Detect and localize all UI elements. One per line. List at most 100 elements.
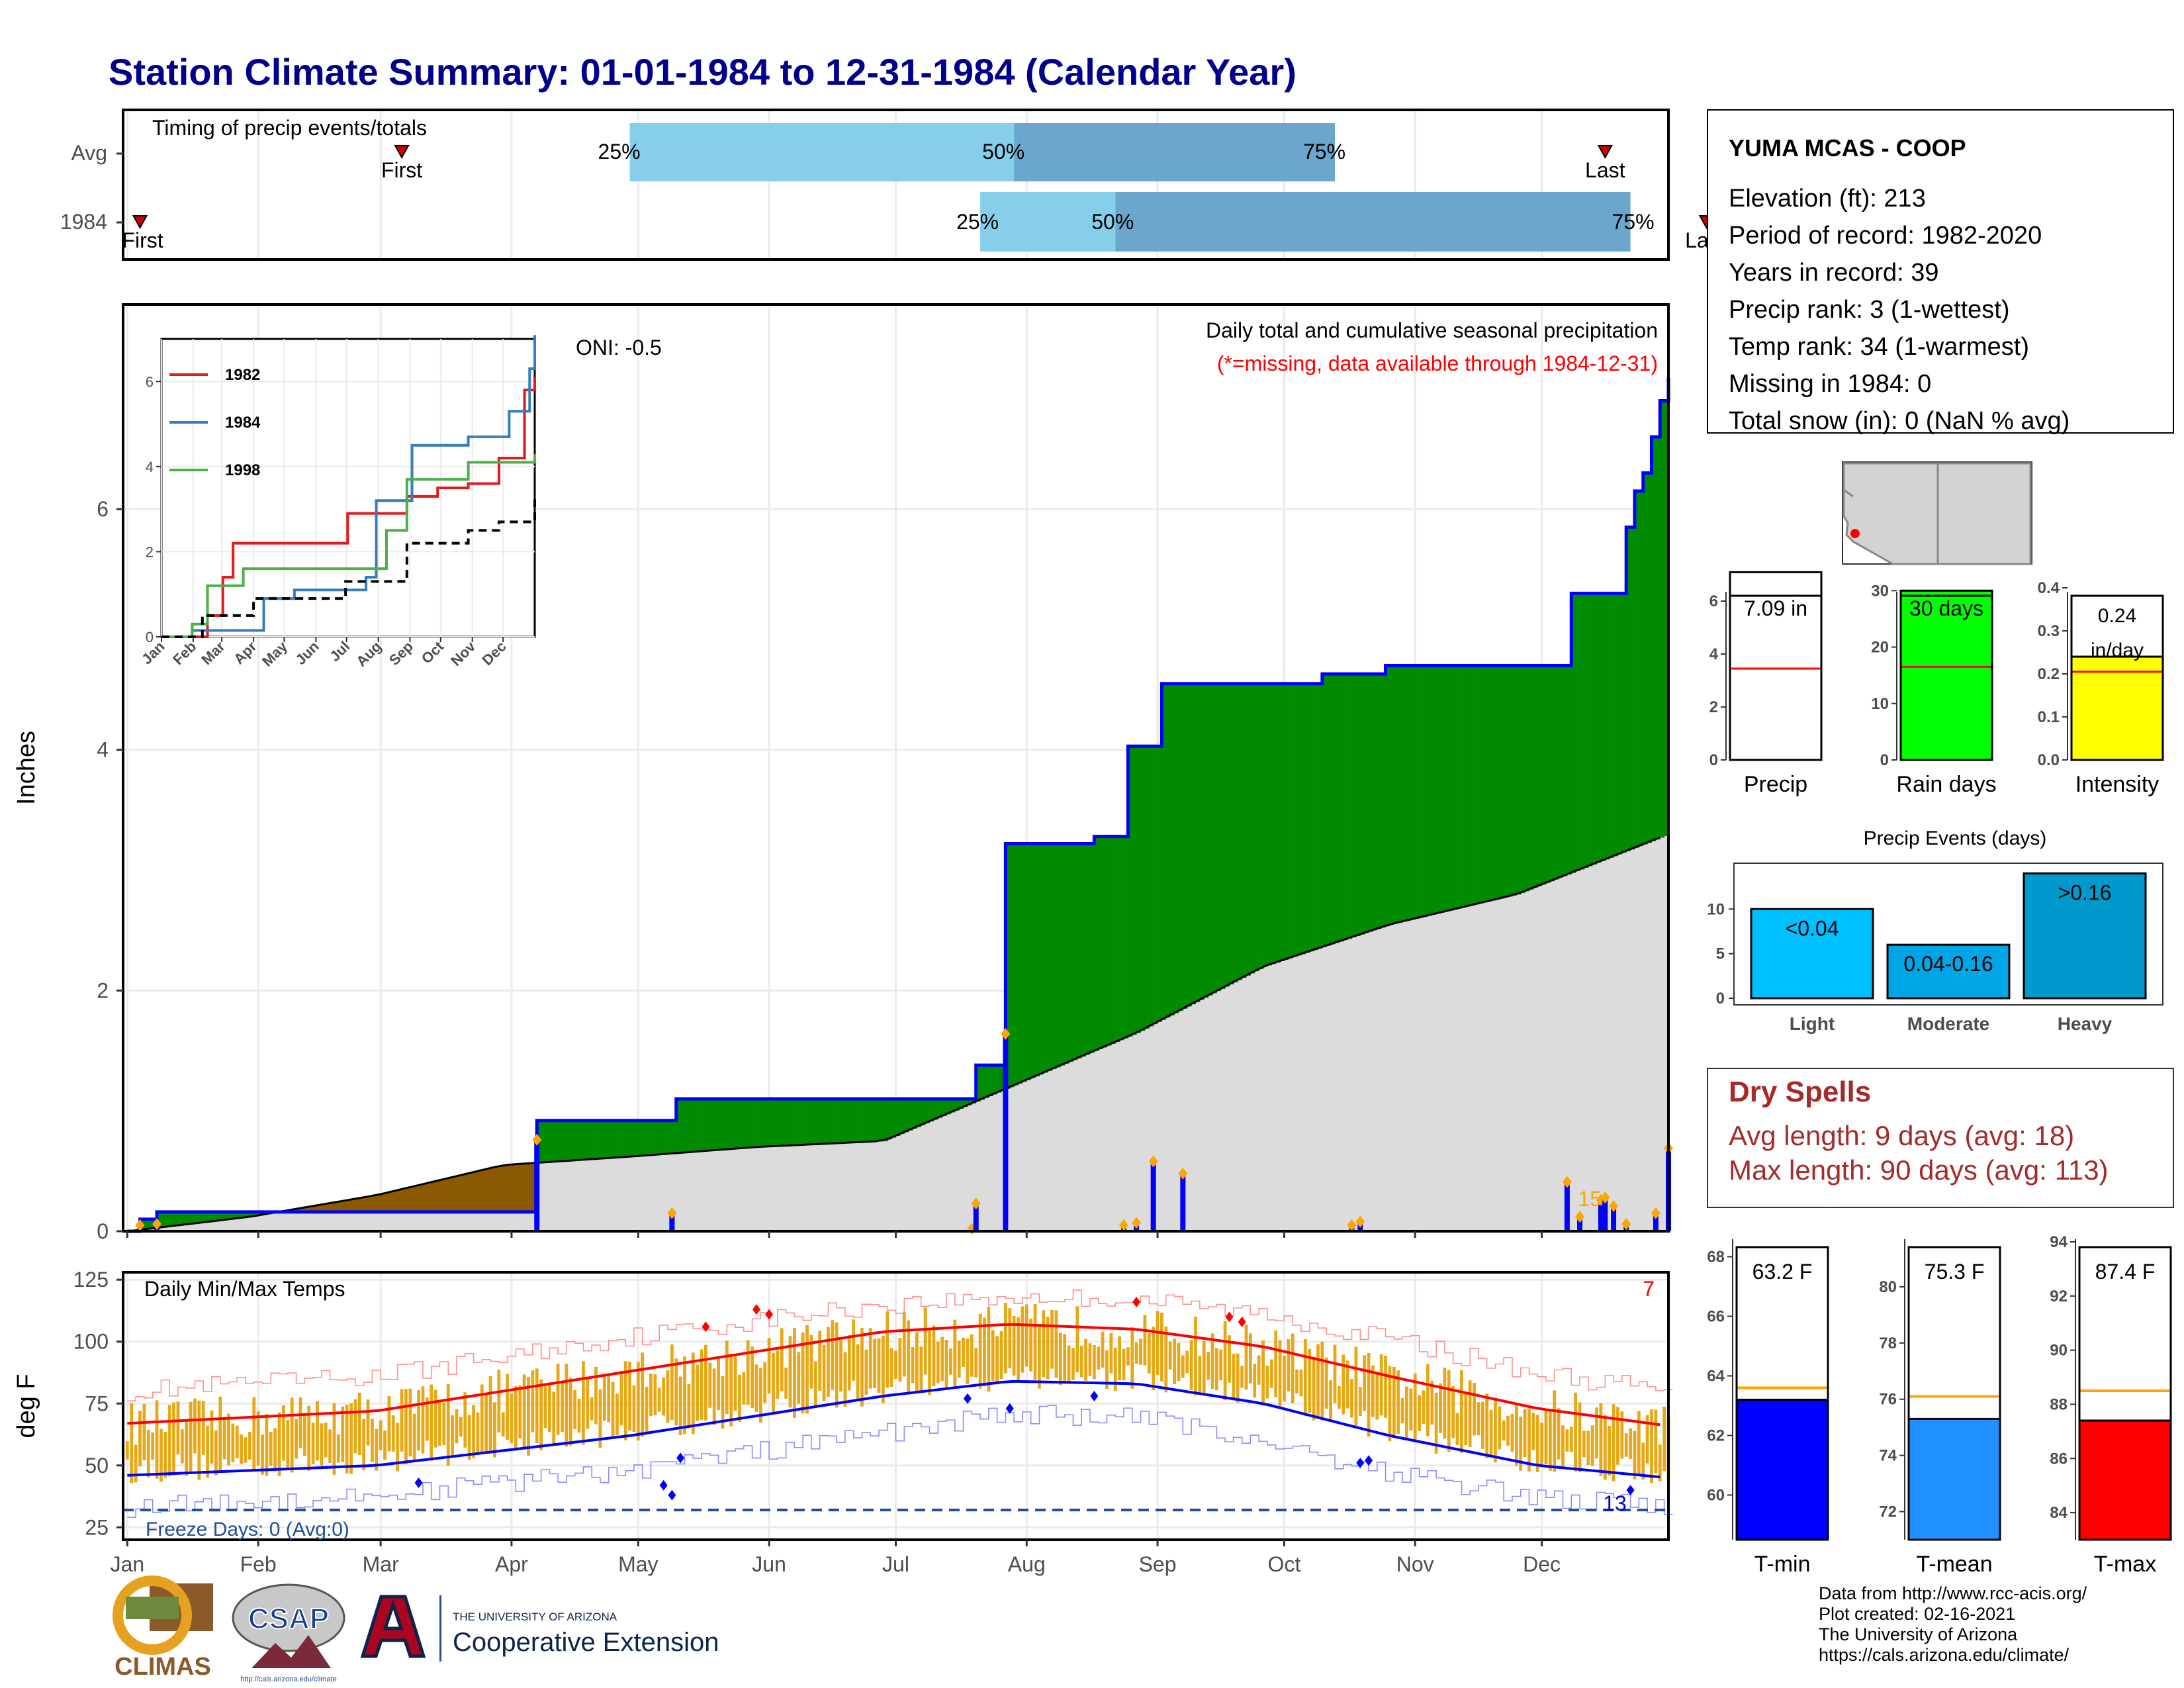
- daily-precip-bar-15: [1598, 1199, 1604, 1231]
- climas-logo-text: CLIMAS: [114, 1653, 211, 1681]
- station-period: Period of record: 1982-2020: [1729, 222, 2042, 250]
- daily-precip-marker-2: [532, 1133, 542, 1146]
- temp-bar-tick-label-2-0: 84: [2050, 1504, 2068, 1522]
- precip-normal-fill: [127, 834, 1668, 1231]
- month-label-aug: Aug: [1008, 1552, 1046, 1576]
- timing-year-first-marker: [132, 215, 148, 230]
- daily-precip-marker-9: [1148, 1155, 1158, 1168]
- temp-bar-value-label-t-max: 87.4 F: [2095, 1260, 2156, 1284]
- mini-bar-panels: 0 2 4 6 7.09 in Precip 0 10 20 30 30 days Rain days…: [1709, 571, 2164, 797]
- timing-row-year: 1984: [60, 210, 107, 234]
- daily-precip-marker-1: [152, 1218, 162, 1231]
- timing-avg-first-marker: [394, 145, 410, 160]
- temp-bar-axis-label-t-min: T-min: [1754, 1552, 1811, 1577]
- daily-precip-marker-17: [1609, 1199, 1619, 1212]
- csap-cloud-shape: [232, 1583, 345, 1652]
- climas-logo-swatch-green: [126, 1597, 179, 1619]
- events-category-light: Light: [1790, 1013, 1835, 1034]
- avg-min-line: [127, 1380, 1661, 1479]
- temp-bar-tick-label-1-0: 72: [1879, 1503, 1897, 1521]
- record-low-marker-9: [1626, 1485, 1635, 1496]
- events-category-heavy: Heavy: [2058, 1013, 2113, 1034]
- mini-bar-tick-label-intensity-1: 0.1: [2038, 708, 2060, 726]
- temp-panel: 25 50 75 100 125 Jan Feb Mar Apr May Jun Jul Aug Sep…: [13, 1268, 1673, 1576]
- timing-avg-last-label: Last: [1585, 158, 1625, 182]
- inset-ytick-label-0: 0: [146, 629, 154, 645]
- temp-bar-value-label-t-mean: 75.3 F: [1925, 1260, 1985, 1284]
- inset-legend-label-1998: 1998: [225, 461, 260, 479]
- station-info-box: YUMA MCAS - COOP Elevation (ft): 213 Per…: [1707, 109, 2174, 435]
- daily-precip-marker-16: [1600, 1192, 1610, 1204]
- mini-bar-tick-label-intensity-2: 0.2: [2038, 665, 2060, 683]
- timing-avg-p50-p75-bar: [1014, 123, 1335, 181]
- events-ytick-label-1: 5: [1716, 945, 1725, 963]
- record-low-marker-3: [676, 1452, 685, 1464]
- mini-bar-precip: [1729, 571, 1823, 761]
- daily-precip-marker-10: [1178, 1167, 1188, 1180]
- temp-bar-value-label-t-min: 63.2 F: [1752, 1260, 1813, 1284]
- temp-ytick-label-0: 25: [85, 1515, 109, 1539]
- month-label-sep: Sep: [1139, 1552, 1177, 1576]
- mini-bar-tick-label-precip-0: 0: [1709, 751, 1718, 769]
- temp-bar-frame-t-mean: [1907, 1246, 2001, 1541]
- temp-bar-tick-label-0-3: 66: [1707, 1308, 1725, 1326]
- mini-bar-tick-label-rain_days-3: 30: [1871, 582, 1889, 600]
- mini-bar-intensity: [2070, 655, 2164, 761]
- month-label-jan: Jan: [111, 1552, 145, 1576]
- freeze-days-label: Freeze Days: 0 (Avg:0): [146, 1519, 349, 1540]
- temp-bar-t-max: [2078, 1419, 2172, 1541]
- timing-year-first-label: First: [122, 228, 163, 252]
- mini-bar-tick-label-intensity-4: 0.4: [2038, 579, 2060, 597]
- dry-spells-max: Max length: 90 days (avg: 113): [1729, 1154, 2109, 1186]
- cold-count-label: 13: [1603, 1491, 1627, 1515]
- daily-precip-marker-13: [1562, 1176, 1572, 1188]
- events-ytick-label-2: 10: [1707, 900, 1725, 918]
- daily-precip-bar-9: [1150, 1161, 1156, 1231]
- inset-line-1998: [161, 453, 536, 638]
- dry-spells-frame: [1707, 1068, 2174, 1208]
- record-low-marker-8: [1365, 1455, 1373, 1466]
- record-high-marker-5: [765, 1309, 774, 1320]
- temp-bar-axis-label-t-mean: T-mean: [1916, 1552, 1992, 1577]
- daily-precip-bar-14: [1577, 1217, 1583, 1231]
- timing-year-p50-p75-bar: [1115, 192, 1631, 252]
- timing-avg-p25-p50-bar: [629, 123, 1015, 181]
- mini-bar-tick-label-rain_days-1: 10: [1871, 695, 1889, 713]
- events-bar-light: [1750, 908, 1874, 1000]
- daily-precip-marker-18: [1621, 1218, 1631, 1231]
- ua-bottom-text: Cooperative Extension: [453, 1628, 719, 1657]
- mini-bar-frame-precip: [1729, 594, 1823, 761]
- temp-bar-axis-label-t-max: T-max: [2094, 1552, 2156, 1577]
- month-label-may: May: [618, 1552, 658, 1576]
- ua-top-text: THE UNIVERSITY OF ARIZONA: [453, 1611, 617, 1623]
- csap-logo-text: CSAP: [248, 1603, 329, 1635]
- temp-bar-tick-label-0-4: 68: [1707, 1248, 1725, 1266]
- mini-bar-frame-rain_days: [1899, 594, 1993, 761]
- inset-legend-label-1982: 1982: [225, 366, 260, 384]
- temp-bar-tick-label-2-4: 92: [2050, 1288, 2068, 1305]
- mini-bar-axis-label-precip: Precip: [1744, 772, 1807, 797]
- mini-bar-tick-label-precip-3: 6: [1709, 592, 1718, 610]
- temp-bar-tick-label-2-2: 88: [2050, 1395, 2068, 1413]
- station-missing: Missing in 1984: 0: [1729, 370, 1931, 398]
- precip-ytick-label-3: 6: [97, 497, 109, 521]
- daily-precip-marker-11: [1347, 1219, 1357, 1231]
- daily-precip-bar-2: [534, 1139, 540, 1231]
- precip-normal-line: [127, 836, 1661, 1233]
- inset-ytick-label-3: 6: [146, 373, 154, 390]
- precip-events-chart: Precip Events (days) 0 5 10 <0.04 Light 0.04-…: [1707, 827, 2163, 1034]
- temp-caption: Daily Min/Max Temps: [144, 1277, 345, 1301]
- csap-url: http://cals.arizona.edu/climate: [240, 1675, 337, 1683]
- record-high-marker-3: [1225, 1311, 1234, 1323]
- dry-spells-title: Dry Spells: [1729, 1076, 1871, 1108]
- timing-row-avg: Avg: [71, 141, 107, 165]
- mini-bar-value-label-precip: 7.09 in: [1744, 596, 1807, 620]
- daily-precip-bar-13: [1564, 1182, 1570, 1231]
- precip-ytick-label-2: 4: [97, 738, 109, 762]
- month-label-dec: Dec: [1523, 1552, 1561, 1576]
- hot-count-label: 7: [1643, 1277, 1655, 1301]
- record-low-marker-1: [659, 1479, 668, 1491]
- temp-ytick-label-4: 125: [73, 1268, 109, 1291]
- station-location-marker: [1850, 529, 1860, 538]
